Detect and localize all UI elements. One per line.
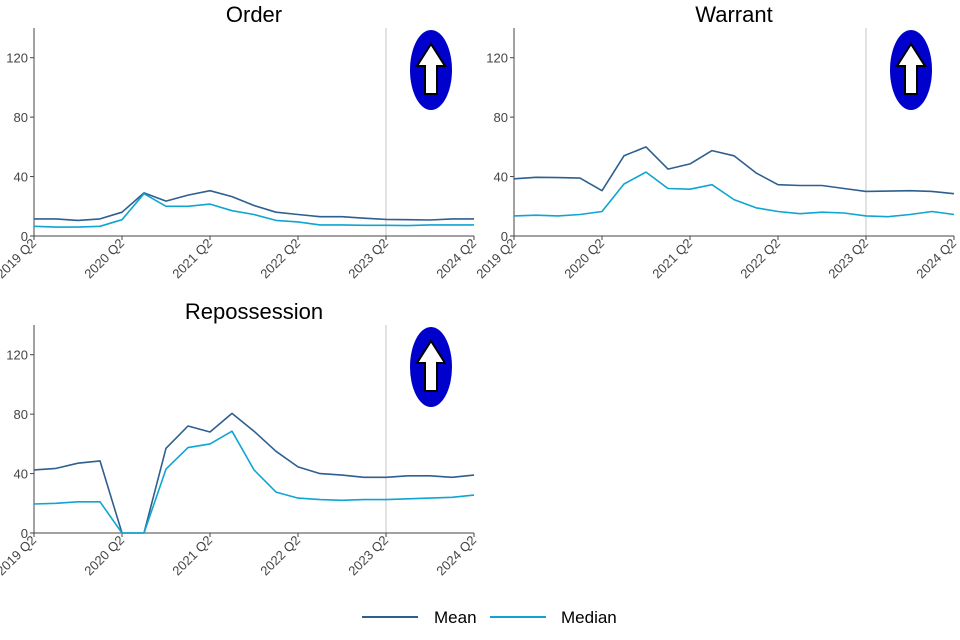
y-tick-label: 80	[494, 110, 508, 125]
series-line-median-repossession	[33, 430, 475, 534]
x-tick-label: 2024 Q2	[433, 533, 479, 579]
panel-warrant: Warrant 0 40 80 120 2019 Q2 2020 Q2 2021 Q2 2022…	[473, 2, 959, 281]
x-tick-label: 2023 Q2	[345, 236, 391, 282]
y-tick-label: 120	[6, 51, 28, 66]
y-tick-label: 0	[21, 229, 28, 244]
x-tick-label: 2024 Q2	[433, 236, 479, 282]
up-arrow-icon	[410, 30, 452, 110]
x-tick-label: 2021 Q2	[169, 236, 215, 282]
panel-title-order: Order	[226, 2, 282, 27]
y-tick-label: 40	[14, 467, 28, 482]
y-tick-label: 40	[494, 170, 508, 185]
up-arrow-icon	[410, 327, 452, 407]
x-tick-label: 2019 Q2	[473, 236, 519, 282]
series-line-mean-order	[34, 189, 474, 222]
x-tick-label: 2021 Q2	[649, 236, 695, 282]
series-line-median-order	[33, 192, 474, 228]
panel-order: Order 0 40 80 120 2019 Q2 2020 Q2 2021 Q2 2022 Q…	[0, 2, 479, 281]
x-tick-label: 2022 Q2	[737, 236, 783, 282]
y-tick-label: 80	[14, 407, 28, 422]
series-line-mean-repossession	[33, 412, 475, 534]
panel-title-repossession: Repossession	[185, 299, 323, 324]
up-arrow-icon	[890, 30, 932, 110]
legend: Mean Median	[362, 608, 617, 627]
legend-label-median: Median	[561, 608, 617, 627]
x-tick-label: 2020 Q2	[561, 236, 607, 282]
x-tick-label: 2019 Q2	[0, 236, 39, 282]
y-tick-label: 80	[14, 110, 28, 125]
series-line-median-warrant	[513, 171, 955, 218]
x-tick-label: 2021 Q2	[169, 533, 215, 579]
y-tick-label: 120	[486, 51, 508, 66]
x-tick-label: 2023 Q2	[345, 533, 391, 579]
x-tick-label: 2019 Q2	[0, 533, 39, 579]
panel-title-warrant: Warrant	[695, 2, 772, 27]
legend-label-mean: Mean	[434, 608, 477, 627]
x-tick-label: 2023 Q2	[825, 236, 871, 282]
x-tick-label: 2022 Q2	[257, 236, 303, 282]
x-tick-label: 2020 Q2	[81, 236, 127, 282]
x-tick-label: 2020 Q2	[81, 533, 127, 579]
x-tick-label: 2024 Q2	[913, 236, 959, 282]
series-line-mean-warrant	[513, 146, 955, 195]
y-tick-label: 0	[501, 229, 508, 244]
y-tick-label: 0	[21, 526, 28, 541]
y-tick-label: 120	[6, 348, 28, 363]
y-tick-label: 40	[14, 170, 28, 185]
x-tick-label: 2022 Q2	[257, 533, 303, 579]
panel-repossession: Repossession 0 40 80 120 2019 Q2 2020 Q2 2021 Q…	[0, 299, 479, 578]
